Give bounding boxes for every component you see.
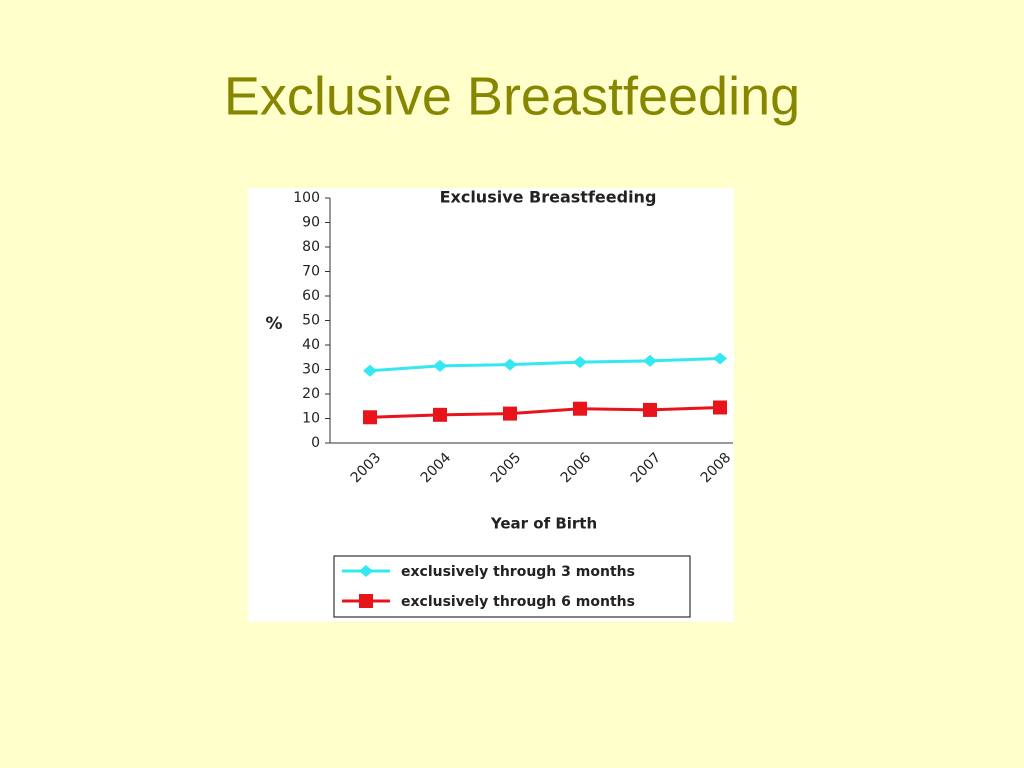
y-tick-label: 20: [302, 386, 320, 402]
legend-box: [333, 555, 691, 618]
series-marker: [713, 352, 727, 365]
y-tick-label: 90: [302, 215, 320, 231]
y-tick-label: 60: [302, 288, 320, 304]
y-tick-label: 100: [293, 190, 320, 206]
legend-label: exclusively through 6 months: [401, 594, 635, 610]
series-line: [369, 405, 721, 419]
series-marker: [573, 356, 587, 369]
series-marker: [643, 402, 657, 417]
slide-title: Exclusive Breastfeeding: [224, 66, 800, 126]
series-marker: [433, 407, 447, 422]
y-tick-label: 10: [302, 411, 320, 427]
series-marker: [713, 400, 727, 415]
legend-marker: [359, 565, 373, 577]
legend-label: exclusively through 3 months: [401, 564, 635, 580]
y-tick-label: 30: [302, 362, 320, 378]
y-tick-label: 50: [302, 313, 320, 329]
y-tick-label: 40: [302, 337, 320, 353]
series-marker: [503, 358, 517, 371]
x-axis-label: Year of Birth: [490, 515, 597, 533]
chart-title: Exclusive Breastfeeding: [440, 188, 657, 207]
series-marker: [503, 406, 517, 421]
y-axis-label: %: [265, 314, 282, 334]
series-marker: [573, 401, 587, 416]
series-marker: [363, 364, 377, 377]
series-line: [369, 356, 721, 373]
series-marker: [643, 354, 657, 367]
y-tick-label: 0: [311, 435, 320, 451]
series-marker: [363, 410, 377, 425]
y-tick-label: 80: [302, 239, 320, 255]
legend-marker: [359, 594, 373, 608]
series-marker: [433, 359, 447, 372]
y-tick-label: 70: [302, 264, 320, 280]
